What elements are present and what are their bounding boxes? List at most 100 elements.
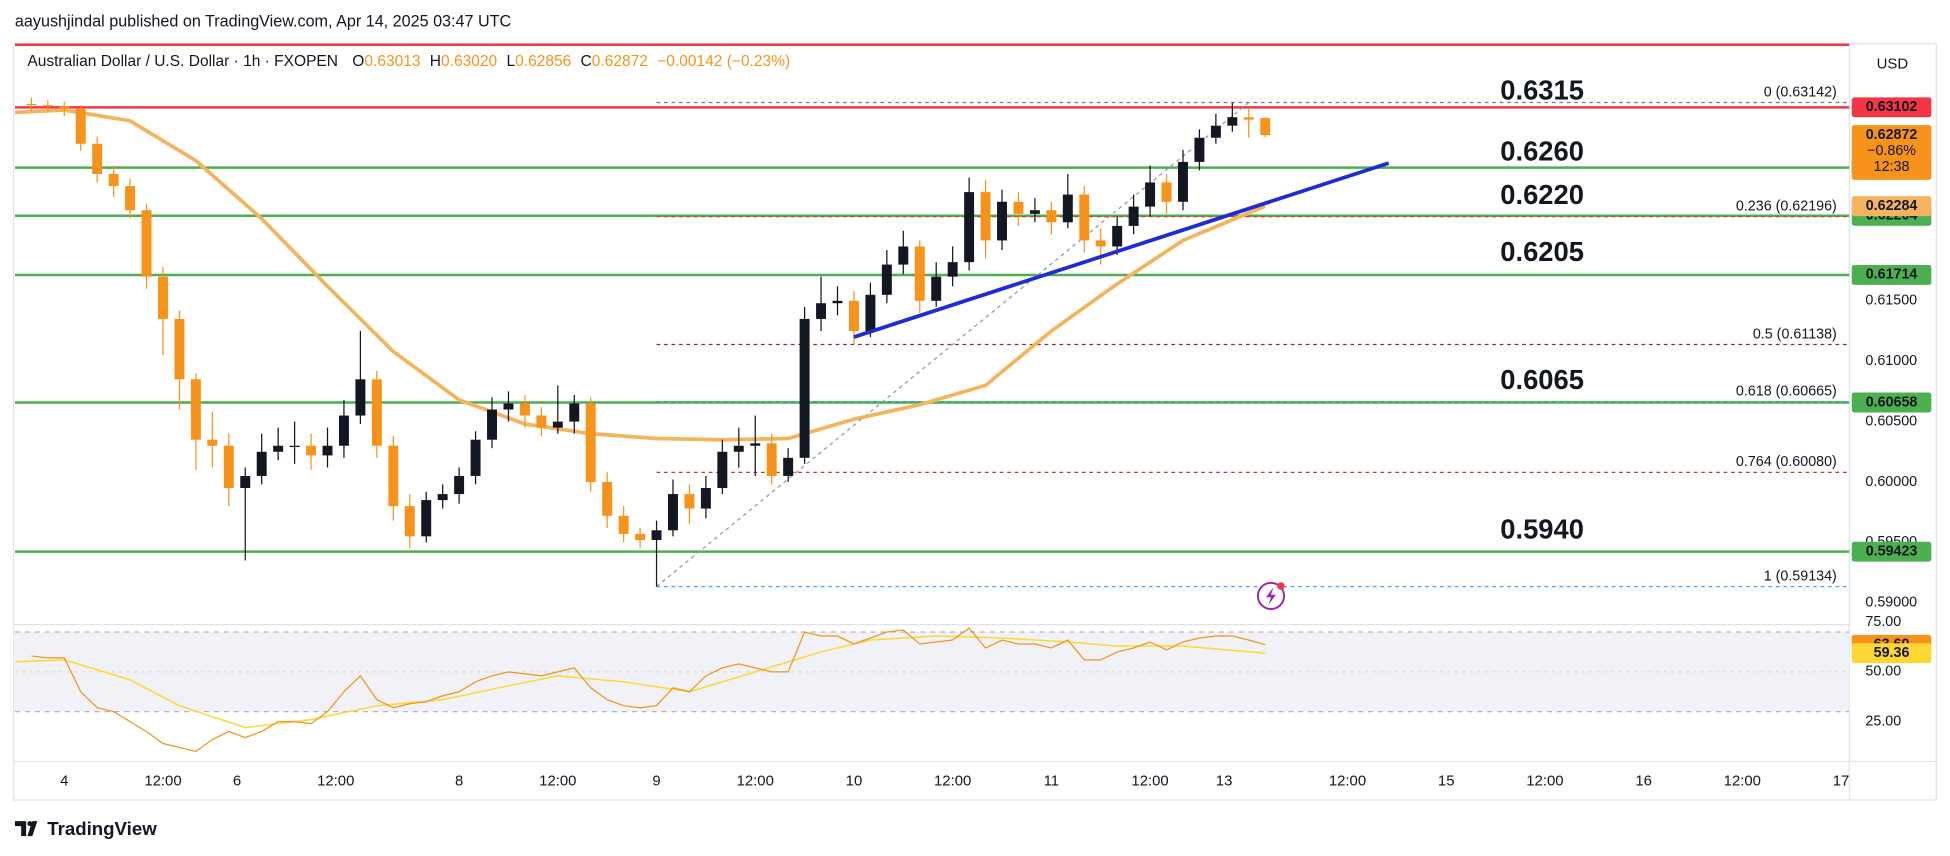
candle-body — [289, 445, 300, 447]
trend-line — [853, 161, 1390, 339]
candle-body — [668, 494, 678, 531]
rsi-pane — [14, 627, 1850, 753]
x-tick-label: 11 — [1044, 772, 1059, 789]
candle-body — [26, 103, 37, 106]
legend-value: 0.62856 — [515, 53, 571, 70]
price-tag-label: 59.36 — [1874, 645, 1910, 661]
candle-body — [750, 443, 761, 446]
legend: Australian Dollar / U.S. Dollar · 1h · F… — [27, 53, 790, 70]
candle-body — [733, 445, 744, 452]
candle-body — [519, 403, 530, 416]
candle-body — [454, 475, 465, 495]
alert-icon[interactable] — [1256, 581, 1286, 611]
fib-label: 0 (0.63142) — [1764, 84, 1837, 100]
candle-body — [437, 494, 448, 501]
candle-body — [1161, 182, 1172, 202]
candle-body — [223, 445, 234, 489]
brand-name: TradingView — [47, 818, 157, 839]
candle-body — [964, 192, 975, 263]
x-tick-label: 16 — [1635, 772, 1652, 789]
candle-body — [1145, 182, 1156, 207]
candle-body — [108, 173, 119, 187]
x-tick-label: 10 — [846, 772, 863, 789]
candle-body — [1046, 210, 1057, 223]
axes: 25.00 50.00 75.00 0 (0.63142) 0.236 (0.62196… — [60, 74, 1917, 789]
candle-body — [503, 403, 514, 410]
brand: TradingView — [14, 818, 157, 839]
candle-body — [684, 494, 695, 509]
candle-body — [931, 276, 942, 301]
x-tick-label: 12:00 — [539, 772, 576, 789]
legend-value: 0.62872 — [592, 53, 648, 70]
y-tick-label: 0.60000 — [1865, 474, 1917, 490]
last-price-change: −0.86% — [1867, 143, 1916, 159]
fib-label: 0.618 (0.60665) — [1736, 383, 1837, 399]
candle-body — [848, 300, 859, 332]
x-tick-label: 12:00 — [737, 772, 774, 789]
currency: USD — [1877, 56, 1909, 73]
candle-body — [75, 108, 86, 144]
candle-body — [207, 439, 218, 446]
price-tag-label: 0.63102 — [1866, 99, 1918, 115]
candle-body — [898, 246, 909, 265]
candle-body — [1013, 201, 1024, 214]
candle-body — [602, 481, 613, 516]
price-tag — [1851, 265, 1932, 285]
candle-body — [470, 439, 481, 476]
legend-key: O — [352, 53, 364, 70]
candle-body — [585, 403, 596, 482]
y-tick-label: 0.59000 — [1865, 595, 1917, 611]
candle-body — [1128, 206, 1139, 226]
candle-body — [1062, 194, 1073, 223]
x-tick-label: 6 — [233, 772, 241, 789]
candle-body — [1260, 118, 1271, 136]
candle-body — [1243, 117, 1254, 120]
candle-body — [947, 262, 958, 277]
candle-body — [59, 106, 70, 109]
level-annotation: 0.6205 — [1500, 236, 1584, 267]
candle-body — [717, 451, 728, 489]
candle-body — [404, 506, 415, 537]
price-tag-label: 0.61714 — [1866, 267, 1918, 283]
price-tag — [1851, 392, 1932, 413]
price-tag — [1851, 97, 1932, 118]
candle-body — [273, 445, 284, 452]
candle-body — [355, 379, 366, 416]
candle-body — [338, 415, 349, 446]
x-tick-label: 8 — [455, 772, 463, 789]
candle-body — [881, 264, 892, 295]
y-tick-label: 0.61500 — [1865, 293, 1917, 309]
level-annotation: 0.6220 — [1500, 179, 1584, 210]
candle-body — [1210, 125, 1221, 138]
candle-body — [635, 533, 646, 540]
x-tick-label: 12:00 — [1526, 772, 1563, 789]
candle-body — [799, 318, 810, 458]
rsi-tick-label: 25.00 — [1865, 713, 1901, 729]
candle-body — [832, 300, 843, 304]
level-annotation: 0.6260 — [1500, 135, 1584, 166]
candle-body — [240, 475, 251, 489]
bar-countdown: 12:38 — [1874, 159, 1910, 175]
moving-average — [14, 108, 1266, 442]
price-tag-label: 0.60658 — [1866, 394, 1918, 410]
legend-key: C — [581, 53, 592, 70]
rsi-band — [14, 632, 1850, 712]
legend-value: 0.63020 — [441, 53, 497, 70]
x-tick-label: 12:00 — [1329, 772, 1366, 789]
candle-body — [783, 457, 794, 476]
fib-label: 0.5 (0.61138) — [1753, 326, 1837, 342]
candle-body — [1079, 194, 1090, 241]
price-tag — [1851, 196, 1932, 217]
x-tick-label: 12:00 — [144, 772, 181, 789]
candle-body — [158, 276, 168, 319]
last-price-tag — [1851, 125, 1932, 180]
candle-body — [914, 246, 925, 301]
candle-body — [92, 143, 103, 174]
candle-body — [766, 443, 777, 476]
fib-label: 1 (0.59134) — [1764, 568, 1837, 584]
fib-label: 0.764 (0.60080) — [1736, 454, 1837, 470]
x-tick-label: 12:00 — [1131, 772, 1168, 789]
y-tick-label: 0.60500 — [1865, 413, 1917, 429]
candle-body — [388, 445, 399, 507]
